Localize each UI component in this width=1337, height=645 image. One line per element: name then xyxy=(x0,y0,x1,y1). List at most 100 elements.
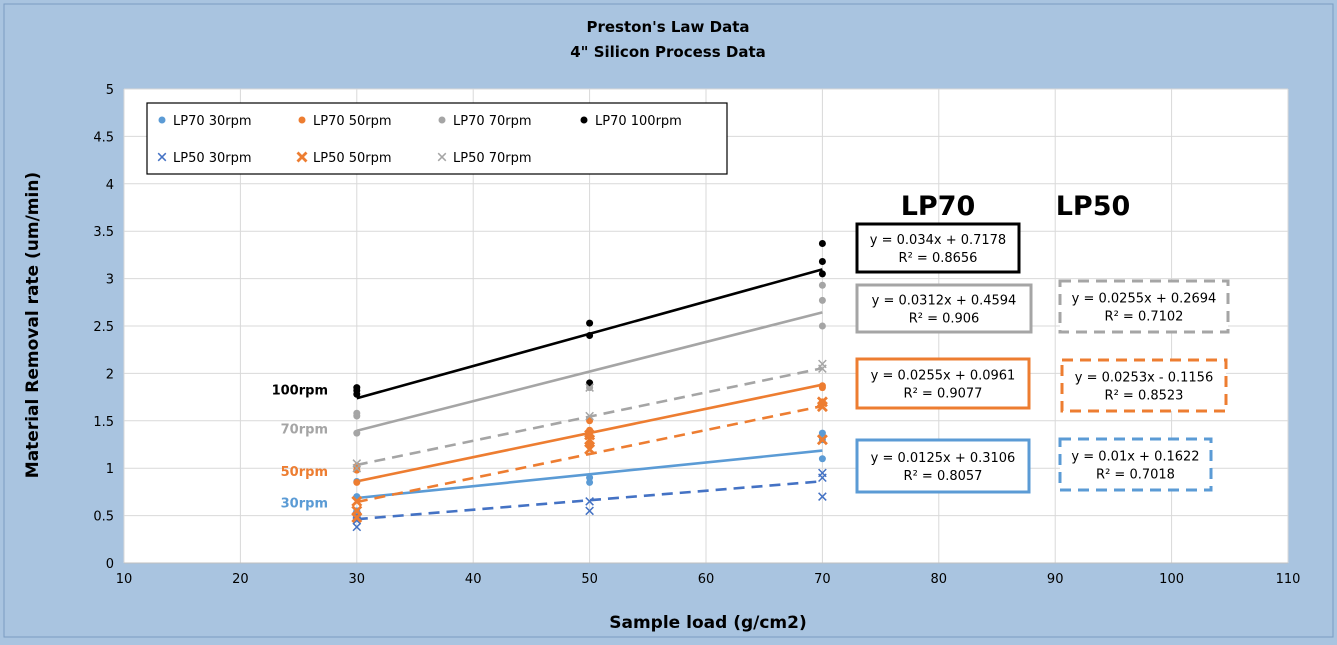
legend-marker xyxy=(437,152,447,162)
trendline-equation-box: y = 0.0253x - 0.1156 R² = 0.8523 xyxy=(1060,358,1228,413)
data-point xyxy=(818,429,826,437)
rpm-label: 100rpm xyxy=(272,384,328,399)
legend-marker xyxy=(157,152,167,162)
legend-item: LP70 30rpm xyxy=(158,114,252,129)
legend-item: LP70 50rpm xyxy=(298,114,392,129)
equation-box-border xyxy=(1058,437,1213,492)
group-header: LP50 xyxy=(1056,191,1131,222)
x-tick-label: 70 xyxy=(814,572,831,587)
data-point xyxy=(585,411,594,421)
rpm-label: 30rpm xyxy=(281,496,328,511)
data-point xyxy=(353,478,361,486)
data-point xyxy=(353,384,361,392)
legend-marker xyxy=(580,116,588,124)
data-point xyxy=(352,459,362,468)
legend-marker xyxy=(296,151,308,163)
data-point xyxy=(818,382,826,390)
data-point xyxy=(586,474,594,482)
data-point xyxy=(818,281,826,289)
equation-box-border xyxy=(1060,358,1228,413)
x-tick-label: 40 xyxy=(465,572,482,587)
data-point xyxy=(584,443,596,455)
equation-text: y = 0.0125x + 0.3106 xyxy=(871,451,1016,466)
legend-item: LP50 30rpm xyxy=(157,151,252,166)
data-point xyxy=(586,417,594,425)
trendline-equation-box: y = 0.01x + 0.1622 R² = 0.7018 xyxy=(1058,437,1213,492)
x-tick-label: 10 xyxy=(116,572,133,587)
data-point xyxy=(586,331,594,339)
data-point xyxy=(818,270,826,278)
trendline-equation-box: y = 0.0312x + 0.4594 R² = 0.906 xyxy=(855,283,1033,334)
x-axis-label: Sample load (g/cm2) xyxy=(609,613,806,633)
y-axis-label: Material Removal rate (um/min) xyxy=(23,172,43,478)
rpm-label: 70rpm xyxy=(281,422,328,437)
legend-item: LP50 50rpm xyxy=(296,151,392,166)
y-tick-label: 4.5 xyxy=(93,130,114,145)
trendline xyxy=(356,311,823,432)
equation-text: y = 0.01x + 0.1622 xyxy=(1071,450,1199,465)
y-tick-label: 2 xyxy=(106,367,114,382)
data-point xyxy=(818,359,827,369)
x-tick-label: 90 xyxy=(1047,572,1064,587)
equation-text: y = 0.034x + 0.7178 xyxy=(870,233,1006,248)
legend-label: LP50 70rpm xyxy=(453,151,532,166)
legend-item: LP70 70rpm xyxy=(438,114,532,129)
equation-box-border xyxy=(855,283,1033,334)
legend-marker xyxy=(438,116,446,124)
data-point xyxy=(352,522,362,532)
data-point xyxy=(818,240,826,248)
y-tick-label: 3.5 xyxy=(93,225,114,240)
r-squared-text: R² = 0.8523 xyxy=(1105,389,1184,404)
r-squared-text: R² = 0.9077 xyxy=(904,387,983,402)
data-point xyxy=(818,296,826,304)
legend-item: LP70 100rpm xyxy=(580,114,682,129)
y-tick-label: 0 xyxy=(106,557,114,572)
legend-label: LP70 100rpm xyxy=(595,114,682,129)
trendline-equation-box: y = 0.0125x + 0.3106 R² = 0.8057 xyxy=(855,438,1031,494)
x-tick-label: 80 xyxy=(931,572,948,587)
x-tick-label: 100 xyxy=(1159,572,1184,587)
y-tick-label: 0.5 xyxy=(93,510,114,525)
x-tick-label: 60 xyxy=(698,572,715,587)
trendline xyxy=(356,404,823,504)
legend-item: LP50 70rpm xyxy=(437,151,532,166)
legend-marker xyxy=(158,116,166,124)
equation-text: y = 0.0255x + 0.0961 xyxy=(871,369,1016,384)
group-header: LP70 xyxy=(901,191,976,222)
y-tick-label: 5 xyxy=(106,83,114,98)
r-squared-text: R² = 0.8057 xyxy=(904,469,983,484)
data-point xyxy=(351,495,363,507)
data-point xyxy=(585,383,594,392)
legend-label: LP70 30rpm xyxy=(173,114,252,129)
legend: LP70 30rpm LP70 50rpm LP70 70rpm LP70 100rp… xyxy=(146,102,728,175)
equation-text: y = 0.0255x + 0.2694 xyxy=(1072,292,1217,307)
data-point xyxy=(818,468,827,478)
legend-label: LP50 30rpm xyxy=(173,151,252,166)
legend-label: LP70 50rpm xyxy=(313,114,392,129)
chart-subtitle: 4" Silicon Process Data xyxy=(570,43,766,61)
x-tick-label: 50 xyxy=(581,572,598,587)
data-point xyxy=(818,492,827,501)
equation-box-border xyxy=(855,222,1021,274)
legend-box xyxy=(146,102,728,175)
y-tick-label: 1 xyxy=(106,462,114,477)
data-point xyxy=(586,379,594,387)
equation-text: y = 0.0253x - 0.1156 xyxy=(1075,371,1213,386)
plot-area: 10 20 30 40 50 60 70 80 90 100 110 0 0.5 1 1.5 2 2.5 3 3.5… xyxy=(93,83,1300,587)
legend-label: LP70 70rpm xyxy=(453,114,532,129)
data-point xyxy=(586,319,594,327)
data-point xyxy=(353,409,361,417)
r-squared-text: R² = 0.8656 xyxy=(899,251,978,266)
data-point xyxy=(818,258,826,266)
data-point xyxy=(351,505,363,517)
trendline-equation-box: y = 0.0255x + 0.2694 R² = 0.7102 xyxy=(1058,279,1230,334)
rpm-label: 50rpm xyxy=(281,465,328,480)
equation-box-border xyxy=(855,438,1031,494)
r-squared-text: R² = 0.906 xyxy=(909,312,980,327)
r-squared-text: R² = 0.7018 xyxy=(1096,468,1175,483)
x-tick-label: 110 xyxy=(1276,572,1301,587)
chart-title: Preston's Law Data xyxy=(586,18,749,36)
data-point xyxy=(585,506,594,516)
